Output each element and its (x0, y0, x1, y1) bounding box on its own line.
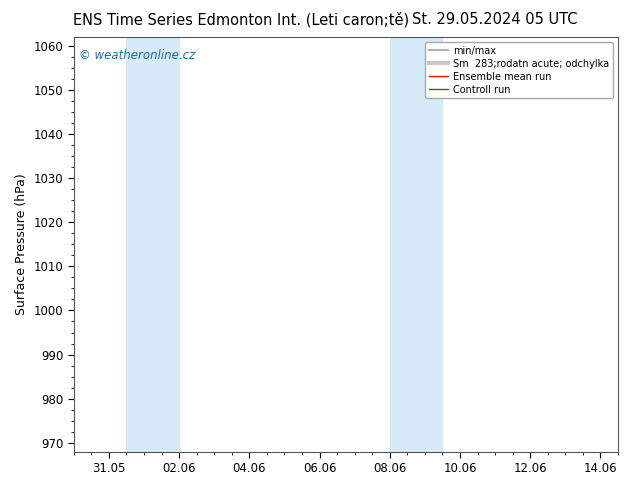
Text: St. 29.05.2024 05 UTC: St. 29.05.2024 05 UTC (411, 12, 578, 27)
Text: ENS Time Series Edmonton Int. (Leti caron;tě): ENS Time Series Edmonton Int. (Leti caro… (73, 12, 409, 28)
Y-axis label: Surface Pressure (hPa): Surface Pressure (hPa) (15, 173, 28, 315)
Bar (390, 37, 443, 452)
Text: © weatheronline.cz: © weatheronline.cz (79, 49, 195, 63)
Bar (126, 37, 179, 452)
Legend: min/max, Sm  283;rodatn acute; odchylka, Ensemble mean run, Controll run: min/max, Sm 283;rodatn acute; odchylka, … (425, 42, 613, 98)
